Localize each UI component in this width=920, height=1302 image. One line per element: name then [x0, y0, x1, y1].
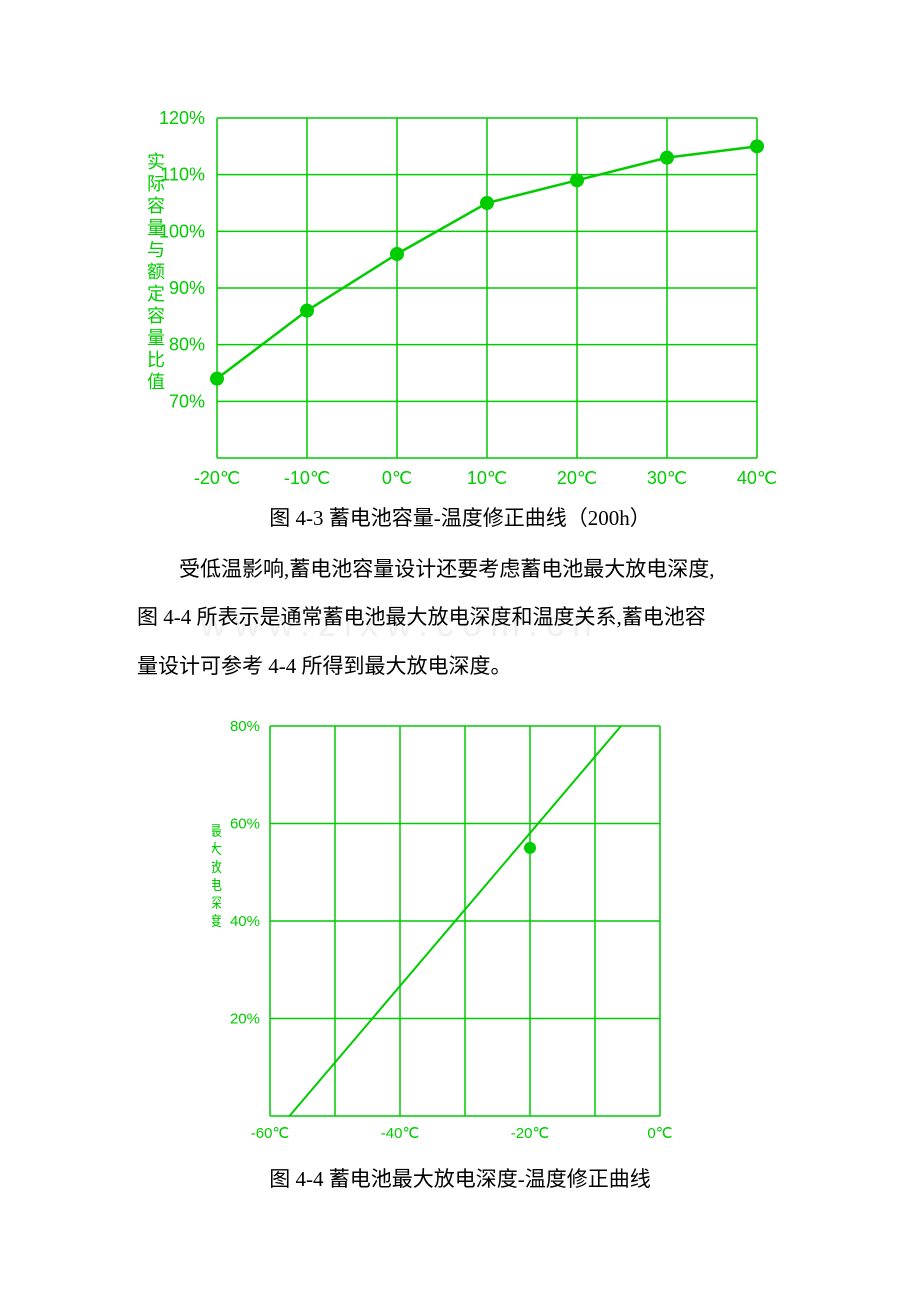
para-line2: 图 4-4 所表示是通常蓄电池最大放电深度和温度关系,蓄电池容 [137, 605, 706, 629]
svg-text:-20℃: -20℃ [194, 468, 240, 488]
svg-text:80%: 80% [169, 335, 205, 355]
svg-text:大: 大 [212, 842, 222, 858]
svg-text:10℃: 10℃ [467, 468, 507, 488]
svg-text:容: 容 [147, 196, 165, 216]
svg-text:比: 比 [147, 350, 165, 370]
svg-text:70%: 70% [169, 391, 205, 411]
svg-text:容: 容 [147, 306, 165, 326]
para-line3: 量设计可参考 4-4 所得到最大放电深度。 [137, 654, 512, 678]
svg-text:额: 额 [147, 262, 165, 282]
svg-text:60%: 60% [230, 816, 260, 833]
svg-text:20℃: 20℃ [557, 468, 597, 488]
svg-text:最: 最 [212, 824, 222, 840]
chart2-caption: 图 4-4 蓄电池最大放电深度-温度修正曲线 [0, 1163, 920, 1193]
chart1-caption: 图 4-3 蓄电池容量-温度修正曲线（200h） [0, 502, 920, 532]
svg-text:0℃: 0℃ [382, 468, 412, 488]
svg-text:量: 量 [147, 218, 165, 238]
svg-text:120%: 120% [159, 108, 205, 128]
svg-text:40℃: 40℃ [737, 468, 777, 488]
svg-text:110%: 110% [160, 165, 205, 185]
svg-text:-20℃: -20℃ [511, 1125, 550, 1142]
svg-text:量: 量 [147, 328, 165, 348]
body-paragraph: 受低温影响,蓄电池容量设计还要考虑蓄电池最大放电深度, 图 4-4 所表示是通常… [137, 545, 787, 690]
svg-text:度: 度 [212, 914, 222, 930]
para-line1: 受低温影响,蓄电池容量设计还要考虑蓄电池最大放电深度, [137, 545, 715, 593]
svg-text:20%: 20% [230, 1011, 260, 1028]
chart1-svg: 70% 80% 90% 100% 110% 120% -20℃ -10℃ 0℃ 10℃ 20℃ 30… [147, 108, 797, 503]
svg-text:0℃: 0℃ [647, 1125, 672, 1142]
chart1-container: 70% 80% 90% 100% 110% 120% -20℃ -10℃ 0℃ 10℃ 20℃ 30… [147, 108, 797, 503]
svg-text:40%: 40% [230, 913, 260, 930]
svg-text:定: 定 [147, 284, 165, 304]
svg-text:实: 实 [147, 152, 165, 172]
svg-text:深: 深 [212, 896, 222, 912]
svg-text:值: 值 [147, 372, 165, 392]
svg-text:放: 放 [212, 860, 222, 876]
svg-text:30℃: 30℃ [647, 468, 687, 488]
svg-text:80%: 80% [230, 718, 260, 735]
chart2-svg: 20% 40% 60% 80% -60℃ -40℃ -20℃ 0℃ 最大放电深度 [212, 716, 702, 1161]
svg-text:电: 电 [212, 878, 222, 894]
svg-text:-40℃: -40℃ [381, 1125, 420, 1142]
svg-text:-10℃: -10℃ [284, 468, 330, 488]
svg-text:100%: 100% [159, 221, 205, 241]
svg-text:-60℃: -60℃ [251, 1125, 290, 1142]
svg-text:与: 与 [147, 240, 165, 260]
chart2-container: 20% 40% 60% 80% -60℃ -40℃ -20℃ 0℃ 最大放电深度 [212, 716, 702, 1161]
svg-text:际: 际 [147, 174, 165, 194]
svg-text:90%: 90% [169, 278, 205, 298]
